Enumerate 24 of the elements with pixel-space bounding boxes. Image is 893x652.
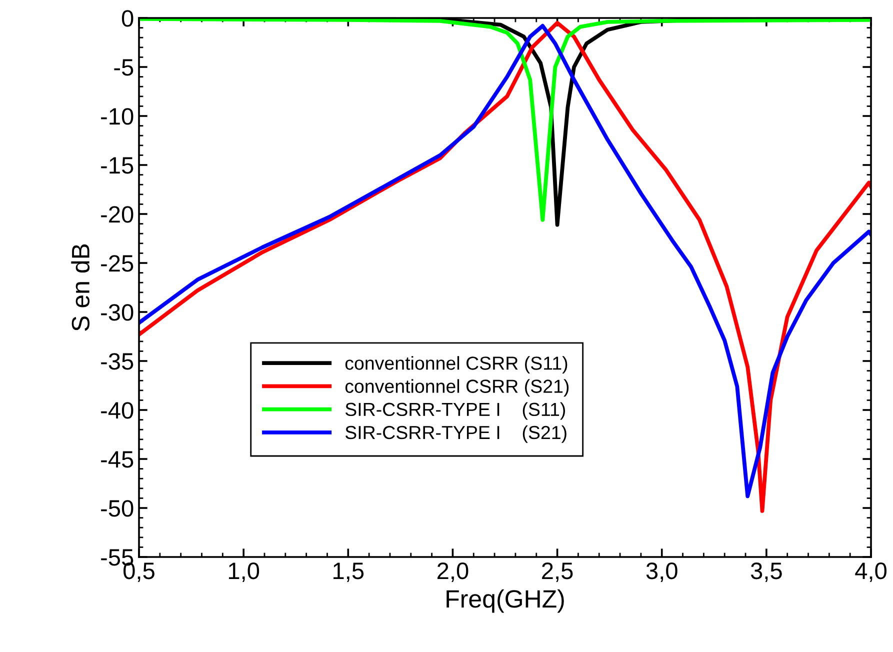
x-tick-label: 3,5 [750, 562, 782, 582]
x-tick-label: 4,0 [855, 562, 886, 582]
y-tick-label: 0 [122, 10, 134, 27]
x-tick-label: 2,0 [437, 562, 468, 582]
x-axis-title: Freq(GHZ) [446, 589, 564, 613]
y-tick-label: -5 [114, 59, 134, 76]
x-tick-label: 3,0 [646, 562, 678, 582]
y-tick-label: -30 [101, 304, 134, 321]
legend-label: SIR-CSRR-TYPE I (S21) [345, 425, 566, 443]
y-tick-label: -15 [101, 157, 134, 174]
y-tick-label: -10 [101, 108, 134, 125]
x-tick-label: 2,5 [542, 562, 573, 582]
y-tick-label: -50 [101, 500, 134, 517]
legend-label: conventionnel CSRR (S11) [345, 356, 568, 374]
y-tick-label: -20 [101, 206, 134, 223]
legend-label: SIR-CSRR-TYPE I (S11) [345, 402, 566, 420]
y-tick-label: -35 [101, 353, 134, 370]
x-tick-label: 1,5 [334, 562, 364, 582]
y-axis-title: S en dB [71, 244, 90, 331]
y-tick-label: -45 [101, 451, 134, 468]
legend-label: conventionnel CSRR (S21) [345, 379, 569, 397]
x-tick-label: 1,0 [228, 562, 260, 582]
y-tick-label: -40 [101, 402, 134, 419]
y-tick-label: -25 [101, 255, 134, 272]
